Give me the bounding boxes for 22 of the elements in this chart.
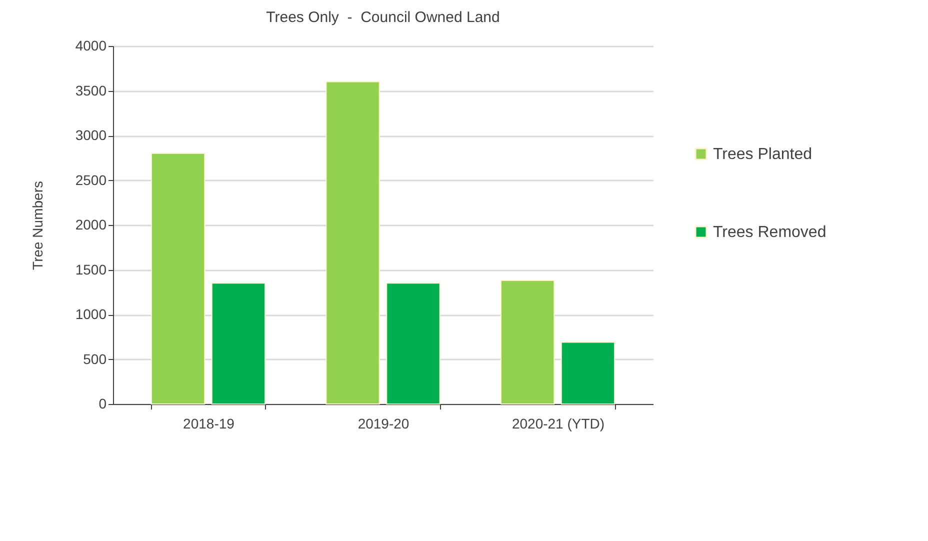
chart-title: Trees Only - Council Owned Land	[266, 9, 500, 26]
bar	[150, 152, 206, 404]
y-tick-label: 500	[83, 350, 107, 367]
bar	[326, 81, 380, 404]
x-tick-label: 2018-19	[183, 416, 235, 432]
y-tick-label: 2500	[75, 172, 107, 188]
bar	[211, 282, 266, 404]
bar	[386, 282, 440, 404]
legend-label: Trees Removed	[713, 224, 826, 241]
y-tick-label: 3500	[75, 82, 107, 98]
x-tick-label: 2019-20	[358, 416, 410, 432]
x-tick-label: 2020-21 (YTD)	[512, 416, 605, 432]
y-tick-label: 1000	[75, 306, 107, 322]
bar	[500, 280, 555, 404]
y-tick-label: 1500	[75, 261, 107, 278]
y-tick-label: 4000	[75, 38, 107, 54]
y-tick-label: 2000	[75, 216, 107, 232]
y-tick-label: 0	[98, 396, 107, 412]
bar	[560, 342, 616, 404]
legend-label: Trees Planted	[713, 146, 812, 163]
y-axis-title: Tree Numbers	[29, 181, 46, 270]
y-tick-label: 3000	[75, 127, 107, 143]
